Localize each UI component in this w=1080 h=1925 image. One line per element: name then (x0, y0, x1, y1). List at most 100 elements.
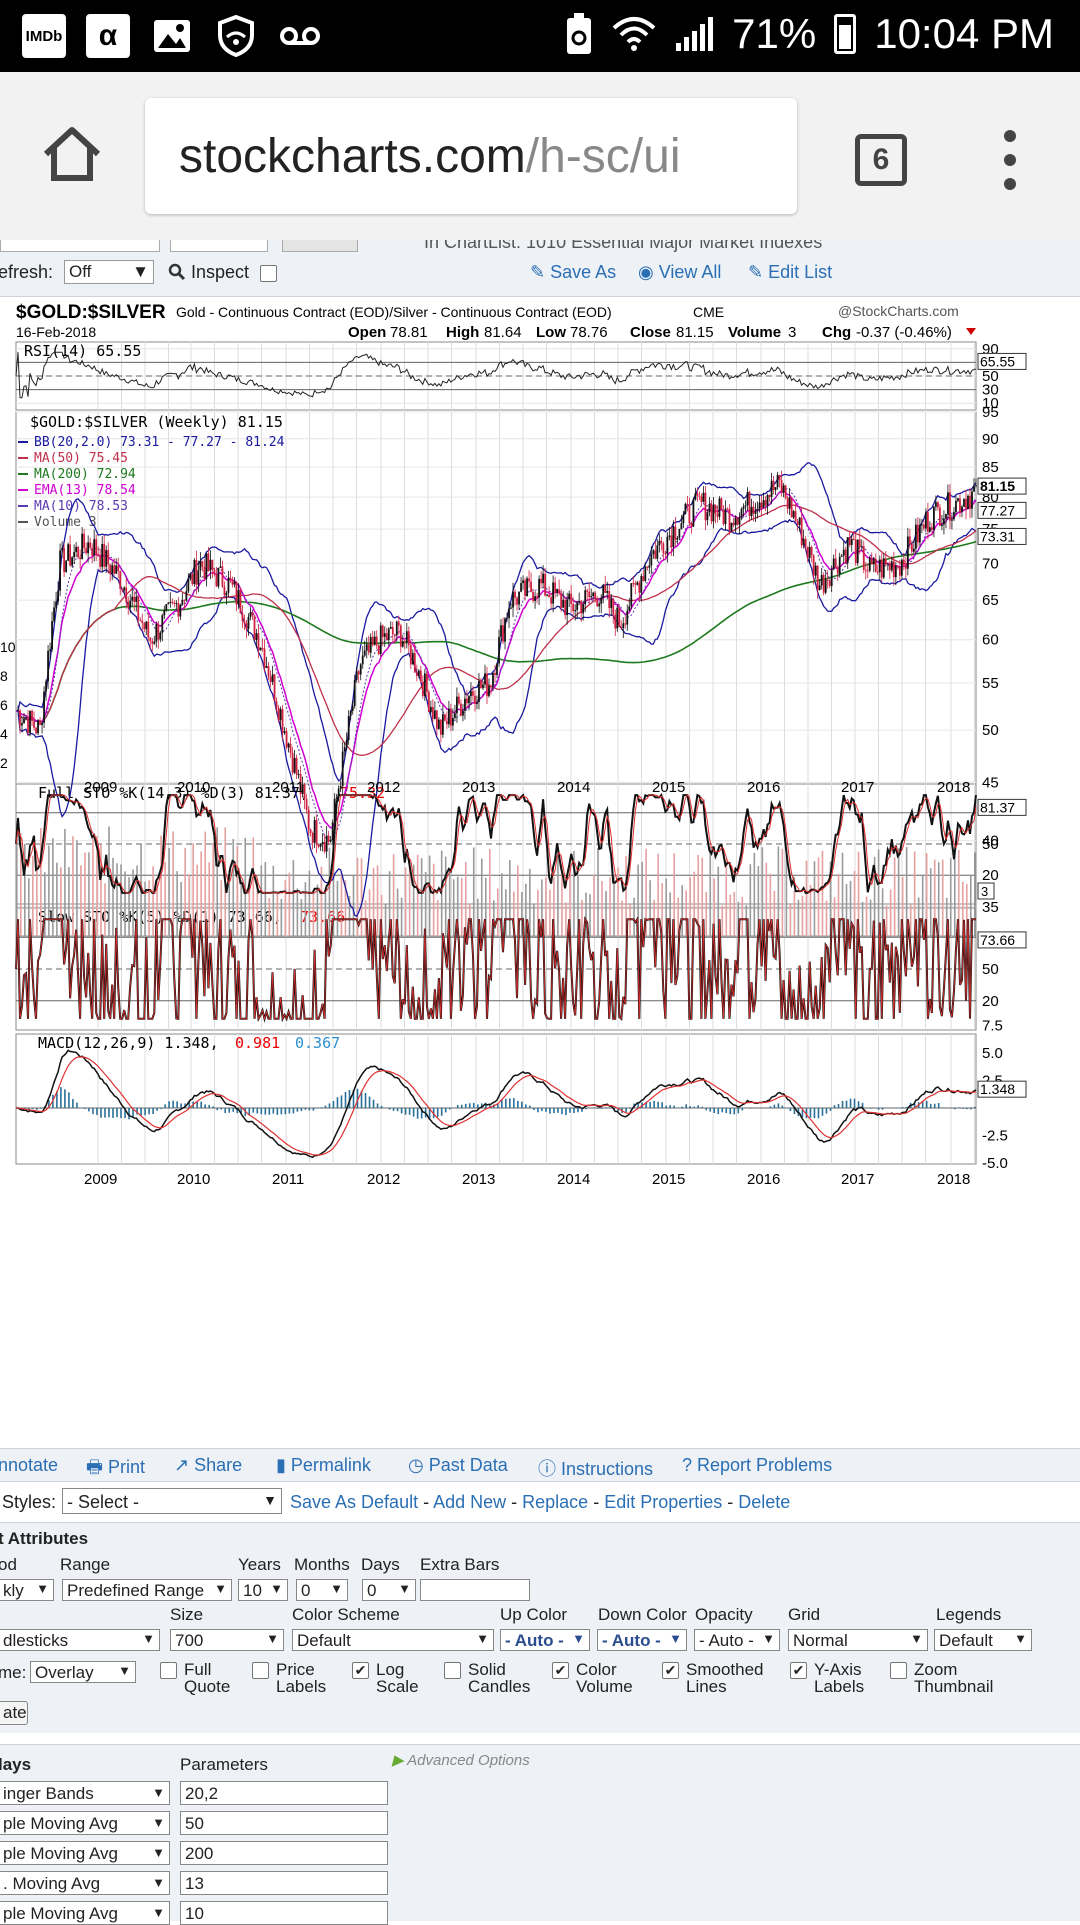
macd-hist-bar (717, 1108, 719, 1114)
overflow-menu-icon[interactable] (1000, 130, 1020, 190)
volume-bar (329, 848, 331, 936)
candle-body (242, 613, 244, 621)
permalink-link[interactable]: ▮ Permalink (276, 1455, 371, 1476)
volume-left-tick: 6 (0, 697, 8, 713)
svg-text:78.76: 78.76 (570, 324, 608, 341)
checkbox-box[interactable] (890, 1662, 907, 1679)
years-select[interactable]: 10▼ (238, 1579, 288, 1601)
candle-body (185, 591, 187, 600)
print-link[interactable]: 🖶 Print (86, 1455, 145, 1485)
past-data-link[interactable]: ◷ Past Data (408, 1455, 508, 1476)
candle-body (578, 601, 580, 602)
grid-select[interactable]: Normal▼ (788, 1629, 928, 1651)
overlay-select[interactable]: ple Moving Avg▼ (0, 1901, 170, 1925)
candle-body (684, 504, 686, 514)
replace-link[interactable]: Replace (522, 1492, 588, 1512)
legends-select[interactable]: Default▼ (934, 1629, 1032, 1651)
candle-body (366, 644, 368, 650)
macd-hist-bar (116, 1108, 118, 1117)
up-color-select[interactable]: - Auto -▼ (500, 1629, 590, 1651)
volume-bar (974, 852, 976, 936)
candle-body (560, 593, 562, 607)
edit-list-link[interactable]: ✎ Edit List (748, 262, 832, 283)
candle-body (913, 549, 915, 552)
overlay-params-input[interactable]: 50 (180, 1811, 388, 1835)
svg-text:81.64: 81.64 (484, 324, 522, 341)
chart-area[interactable]: $GOLD:$SILVER Gold - Continuous Contract… (0, 298, 1080, 1446)
candle-body (306, 799, 308, 810)
size-select[interactable]: 700▼ (170, 1629, 284, 1651)
year-label: 2010 (177, 1171, 210, 1188)
candle-body (45, 681, 47, 691)
update-button[interactable]: ate (0, 1701, 28, 1725)
full-sto-value-tag: 81.37 (980, 799, 1015, 815)
candle-body (348, 716, 350, 740)
chart-brand: @StockCharts.com (838, 303, 959, 319)
save-as-default-link[interactable]: Save As Default (290, 1492, 418, 1512)
instructions-link[interactable]: ⓘ Instructions (538, 1455, 653, 1481)
add-new-link[interactable]: Add New (433, 1492, 506, 1512)
checkbox-box[interactable] (552, 1662, 569, 1679)
inspect-checkbox[interactable] (260, 265, 277, 282)
macd-hist-bar (160, 1108, 162, 1109)
checkbox-box[interactable] (252, 1662, 269, 1679)
volume-bar (305, 882, 307, 936)
checkbox-box[interactable] (352, 1662, 369, 1679)
checkbox-box[interactable] (662, 1662, 679, 1679)
advanced-options-link[interactable]: ▶ Advanced Options (392, 1751, 530, 1769)
volume-select[interactable]: Overlay▼ (30, 1661, 136, 1683)
candle-body (634, 583, 636, 584)
checkbox-box[interactable] (790, 1662, 807, 1679)
annotate-link[interactable]: nnotate (0, 1455, 58, 1476)
candle-body (678, 529, 680, 538)
save-as-link[interactable]: ✎ Save As (530, 262, 616, 283)
overlay-params-input[interactable]: 13 (180, 1871, 388, 1895)
macd-label: MACD(12,26,9) 1.348, (38, 1034, 219, 1052)
volume-bar (481, 859, 483, 936)
delete-link[interactable]: Delete (738, 1492, 790, 1512)
macd-hist-bar (76, 1103, 78, 1108)
tab-switcher-button[interactable]: 6 (855, 134, 907, 186)
report-problems-link[interactable]: ? Report Problems (682, 1455, 832, 1476)
macd-hist-bar (228, 1108, 230, 1113)
address-bar[interactable]: stockcharts.com/h-sc/ui (145, 98, 797, 214)
share-link[interactable]: ↗ Share (174, 1455, 242, 1476)
legend-item: EMA(13) 78.54 (34, 483, 136, 498)
overlay-params-input[interactable]: 10 (180, 1901, 388, 1925)
candle-body (723, 510, 725, 524)
macd-hist-bar (313, 1108, 315, 1111)
color-scheme-select[interactable]: Default▼ (292, 1629, 494, 1651)
extra-bars-input[interactable] (420, 1579, 530, 1601)
macd-hist-bar (838, 1104, 840, 1108)
main-label: $GOLD:$SILVER (Weekly) 81.15 (30, 413, 283, 431)
opacity-select[interactable]: - Auto -▼ (694, 1629, 780, 1651)
home-icon[interactable] (40, 124, 104, 184)
view-all-link[interactable]: ◉ View All (638, 262, 721, 283)
chart-type-select[interactable]: dlesticks▼ (0, 1629, 160, 1651)
volume-bar (341, 871, 343, 936)
overlay-select[interactable]: inger Bands▼ (0, 1781, 170, 1805)
overlay-params-input[interactable]: 20,2 (180, 1781, 388, 1805)
days-select[interactable]: 0▼ (362, 1579, 416, 1601)
down-color-select[interactable]: - Auto -▼ (597, 1629, 687, 1651)
checkbox-box[interactable] (160, 1662, 177, 1679)
refresh-select[interactable]: Off▼ (64, 260, 154, 284)
range-select[interactable]: Predefined Range▼ (62, 1579, 232, 1601)
overlay-select[interactable]: ple Moving Avg▼ (0, 1841, 170, 1865)
styles-select[interactable]: - Select -▼ (62, 1488, 282, 1514)
save-icon: ✎ (530, 262, 550, 282)
macd-hist-bar (709, 1108, 711, 1112)
slow-sto-d-value: 73.66 (300, 908, 345, 926)
candle-body (296, 758, 298, 775)
overlay-select[interactable]: ple Moving Avg▼ (0, 1811, 170, 1835)
candle-body (125, 587, 127, 602)
candle-body (320, 844, 322, 846)
months-select[interactable]: 0▼ (296, 1579, 348, 1601)
stock-chart: $GOLD:$SILVER Gold - Continuous Contract… (0, 298, 1080, 1446)
overlay-select[interactable]: . Moving Avg▼ (0, 1871, 170, 1895)
checkbox-box[interactable] (444, 1662, 461, 1679)
edit-properties-link[interactable]: Edit Properties (604, 1492, 722, 1512)
period-select[interactable]: kly▼ (0, 1579, 54, 1601)
overlay-params-input[interactable]: 200 (180, 1841, 388, 1865)
inspect-toggle[interactable]: Inspect (168, 262, 277, 283)
